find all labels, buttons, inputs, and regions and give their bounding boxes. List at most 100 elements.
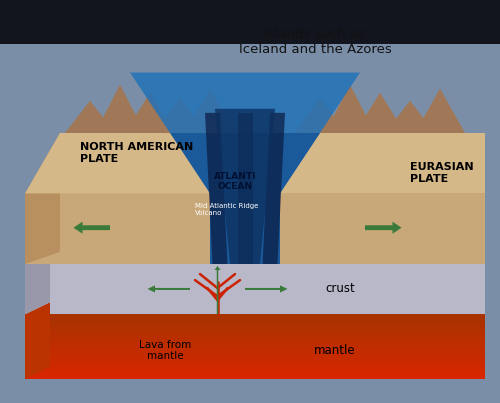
Bar [25, 332, 485, 333]
Bar [25, 317, 485, 318]
Bar [25, 320, 485, 321]
Bar [25, 323, 485, 324]
Bar [25, 337, 485, 338]
Polygon shape [280, 193, 485, 264]
Polygon shape [155, 97, 205, 133]
Text: ATLANTI
OCEAN: ATLANTI OCEAN [214, 172, 256, 191]
Bar [25, 365, 485, 366]
Bar [25, 370, 485, 371]
Bar [25, 348, 485, 349]
Polygon shape [325, 85, 375, 133]
Bar [25, 355, 485, 356]
FancyArrow shape [365, 222, 402, 234]
Bar [25, 353, 485, 354]
Polygon shape [295, 97, 345, 133]
Bar [0, 44, 500, 73]
Bar [25, 342, 485, 343]
Polygon shape [25, 133, 60, 264]
Bar [25, 345, 485, 346]
Bar [25, 351, 485, 352]
Text: Lava from
mantle: Lava from mantle [139, 340, 191, 361]
Bar [25, 374, 485, 375]
Bar [25, 336, 485, 337]
Bar [25, 359, 485, 360]
Bar [25, 325, 485, 326]
Polygon shape [205, 113, 228, 264]
Polygon shape [280, 133, 485, 193]
Polygon shape [25, 302, 50, 379]
Bar [25, 314, 485, 315]
Bar [25, 369, 485, 370]
Bar [25, 318, 485, 319]
Polygon shape [95, 85, 145, 133]
Bar [25, 366, 485, 367]
Polygon shape [355, 93, 405, 133]
Text: mantle: mantle [314, 344, 356, 357]
Bar [25, 375, 485, 376]
Bar [25, 367, 485, 368]
Text: crust: crust [325, 282, 355, 295]
Polygon shape [25, 252, 50, 314]
Bar [25, 333, 485, 334]
Bar [25, 377, 485, 378]
Bar [25, 350, 485, 351]
Bar [25, 330, 485, 331]
Bar [25, 339, 485, 340]
Bar [25, 371, 485, 372]
Bar [25, 347, 485, 348]
Bar [25, 368, 485, 369]
Bar [0, 0, 500, 48]
Bar [25, 321, 485, 322]
Bar [25, 364, 485, 365]
Bar [25, 352, 485, 353]
Polygon shape [238, 113, 252, 264]
Bar [25, 341, 485, 342]
Bar [25, 360, 485, 361]
Bar [25, 338, 485, 339]
Bar [25, 324, 485, 325]
Bar [25, 316, 485, 317]
Bar [25, 363, 485, 364]
Bar [25, 346, 485, 347]
Bar [25, 327, 485, 328]
FancyArrow shape [74, 222, 110, 234]
Bar [25, 378, 485, 379]
Text: Islands such as
Iceland and the Azores: Islands such as Iceland and the Azores [238, 28, 392, 56]
Bar [25, 362, 485, 363]
Polygon shape [415, 89, 465, 133]
Polygon shape [185, 89, 235, 133]
Polygon shape [65, 101, 115, 133]
Bar [25, 328, 485, 329]
Text: EURASIAN
PLATE: EURASIAN PLATE [410, 162, 474, 184]
Polygon shape [215, 109, 275, 264]
Bar [25, 344, 485, 345]
Text: NORTH AMERICAN
PLATE: NORTH AMERICAN PLATE [80, 142, 193, 164]
Bar [25, 372, 485, 373]
Bar [25, 264, 485, 314]
Bar [25, 343, 485, 344]
FancyArrow shape [214, 266, 220, 314]
Bar [25, 340, 485, 341]
Bar [25, 361, 485, 362]
Polygon shape [262, 113, 285, 264]
Bar [25, 357, 485, 358]
FancyArrow shape [245, 285, 288, 293]
Bar [25, 331, 485, 332]
Bar [25, 335, 485, 336]
Bar [25, 376, 485, 377]
Polygon shape [25, 133, 250, 193]
Bar [25, 322, 485, 323]
Bar [25, 349, 485, 350]
Bar [25, 326, 485, 327]
Polygon shape [25, 193, 210, 264]
Bar [25, 358, 485, 359]
Polygon shape [125, 93, 175, 133]
Text: Mid Atlantic Ridge
Volcano: Mid Atlantic Ridge Volcano [195, 203, 258, 216]
FancyArrow shape [148, 285, 190, 293]
Bar [25, 356, 485, 357]
Bar [25, 334, 485, 335]
Polygon shape [170, 133, 320, 264]
Polygon shape [130, 73, 360, 133]
Bar [25, 354, 485, 355]
Bar [25, 329, 485, 330]
